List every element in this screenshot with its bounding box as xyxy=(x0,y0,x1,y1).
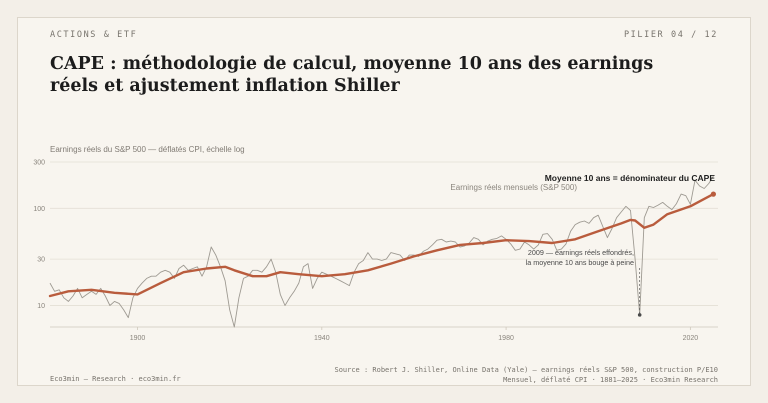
series-line-monthly-earnings xyxy=(49,175,714,328)
y-tick-label: 10 xyxy=(37,303,45,310)
footer-brand: Eco3min — Research · eco3min.fr xyxy=(50,375,181,383)
footer-source-line-1: Source : Robert J. Shiller, Online Data … xyxy=(334,366,718,374)
chart-subtitle: Earnings réels du S&P 500 — déflatés CPI… xyxy=(50,145,245,154)
y-tick-label: 100 xyxy=(33,206,45,213)
annotation-point-2009 xyxy=(637,313,642,317)
y-tick-label: 30 xyxy=(37,257,45,264)
annotation-text-line: la moyenne 10 ans bouge à peine xyxy=(526,258,634,267)
series-label-monthly-earnings: Earnings réels mensuels (S&P 500) xyxy=(450,183,577,192)
section-kicker: ACTIONS & ETF xyxy=(50,30,138,40)
x-tick-label: 1980 xyxy=(498,335,514,342)
series-line-10y-average xyxy=(48,192,715,298)
y-tick-label: 300 xyxy=(33,160,45,167)
x-tick-label: 2020 xyxy=(683,335,699,342)
series-label-10y-average: Moyenne 10 ans = dénominateur du CAPE xyxy=(545,173,716,183)
chart-frame xyxy=(17,17,751,386)
page-counter: PILIER 04 / 12 xyxy=(623,30,718,40)
series-end-point xyxy=(710,191,716,197)
footer-source: Source : Robert J. Shiller, Online Data … xyxy=(334,365,718,385)
page-title: CAPE : méthodologie de calcul, moyenne 1… xyxy=(50,54,654,96)
x-tick-label: 1940 xyxy=(314,335,330,342)
x-tick-label: 1900 xyxy=(130,335,146,342)
footer-source-line-2: Mensuel, déflaté CPI · 1881–2025 · Eco3m… xyxy=(503,376,718,384)
annotation-text-line: 2009 — earnings réels effondrés, xyxy=(528,248,634,257)
